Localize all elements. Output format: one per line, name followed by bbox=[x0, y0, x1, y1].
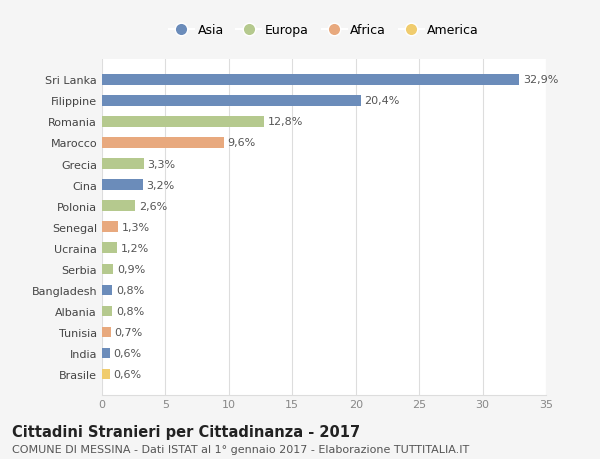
Text: 0,6%: 0,6% bbox=[113, 348, 142, 358]
Text: COMUNE DI MESSINA - Dati ISTAT al 1° gennaio 2017 - Elaborazione TUTTITALIA.IT: COMUNE DI MESSINA - Dati ISTAT al 1° gen… bbox=[12, 444, 469, 454]
Bar bbox=[102, 264, 113, 274]
Bar bbox=[102, 369, 110, 380]
Text: Cittadini Stranieri per Cittadinanza - 2017: Cittadini Stranieri per Cittadinanza - 2… bbox=[12, 425, 360, 440]
Bar bbox=[102, 285, 112, 296]
Bar bbox=[102, 306, 112, 317]
Text: 9,6%: 9,6% bbox=[227, 138, 256, 148]
Bar bbox=[102, 159, 144, 169]
Text: 0,7%: 0,7% bbox=[115, 327, 143, 337]
Bar bbox=[102, 222, 118, 232]
Text: 0,8%: 0,8% bbox=[116, 285, 144, 295]
Text: 0,6%: 0,6% bbox=[113, 369, 142, 379]
Bar bbox=[102, 117, 265, 128]
Text: 0,8%: 0,8% bbox=[116, 306, 144, 316]
Text: 3,2%: 3,2% bbox=[146, 180, 175, 190]
Bar bbox=[102, 348, 110, 358]
Text: 32,9%: 32,9% bbox=[523, 75, 559, 85]
Bar bbox=[102, 75, 520, 85]
Text: 3,3%: 3,3% bbox=[148, 159, 176, 169]
Bar bbox=[102, 201, 135, 212]
Bar bbox=[102, 96, 361, 106]
Bar bbox=[102, 243, 117, 253]
Text: 0,9%: 0,9% bbox=[117, 264, 145, 274]
Text: 1,3%: 1,3% bbox=[122, 222, 151, 232]
Text: 1,2%: 1,2% bbox=[121, 243, 149, 253]
Text: 12,8%: 12,8% bbox=[268, 117, 304, 127]
Bar bbox=[102, 180, 143, 190]
Text: 2,6%: 2,6% bbox=[139, 201, 167, 211]
Text: 20,4%: 20,4% bbox=[365, 96, 400, 106]
Bar bbox=[102, 138, 224, 148]
Bar bbox=[102, 327, 111, 337]
Legend: Asia, Europa, Africa, America: Asia, Europa, Africa, America bbox=[164, 19, 484, 42]
